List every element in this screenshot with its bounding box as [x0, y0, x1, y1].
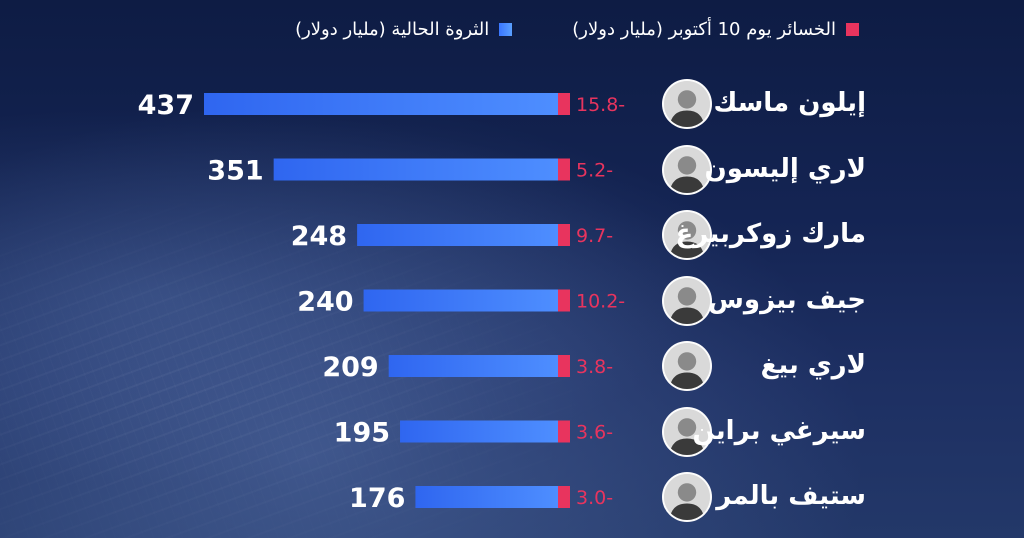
person-avatar-icon: [662, 472, 712, 522]
loss-bar: [558, 486, 570, 508]
wealth-bar: [357, 224, 558, 246]
person-name-label: مارك زوكربيرغ: [675, 219, 866, 249]
wealth-value-label: 437: [138, 90, 194, 121]
wealth-bar: [204, 93, 558, 115]
wealth-value-label: 209: [322, 352, 378, 383]
legend-swatch-loss: [846, 22, 859, 36]
loss-value-label: 3.6-: [576, 422, 613, 444]
legend-item-wealth: الثروة الحالية (مليار دولار): [295, 18, 513, 40]
loss-bar: [558, 224, 570, 246]
person-avatar-icon: [662, 341, 712, 391]
person-name-label: لاري إليسون: [704, 153, 866, 184]
legend-swatch-wealth: [499, 22, 513, 36]
wealth-bar: [388, 355, 558, 377]
loss-bar: [558, 158, 570, 181]
loss-value-label: 3.8-: [576, 356, 613, 378]
legend-label-loss: الخسائر يوم 10 أكتوبر (مليار دولار): [572, 18, 836, 40]
wealth-value-label: 176: [349, 483, 405, 514]
person-avatar-icon: [662, 144, 712, 195]
loss-bar: [558, 420, 570, 443]
wealth-value-label: 248: [291, 221, 347, 252]
person-name-label: إيلون ماسك: [713, 88, 866, 118]
wealth-bar: [415, 486, 558, 508]
person-avatar-icon: [662, 210, 712, 260]
person-name-label: سيرغي براين: [692, 415, 866, 446]
person-avatar-icon: [662, 79, 712, 129]
loss-value-label: 10.2-: [576, 291, 625, 313]
wealth-bar: [400, 420, 558, 443]
person-name-label: لاري بيغ: [760, 350, 866, 380]
legend: الخسائر يوم 10 أكتوبر (مليار دولار) الثر…: [295, 14, 859, 44]
legend-item-loss: الخسائر يوم 10 أكتوبر (مليار دولار): [572, 19, 859, 40]
legend-label-wealth: الثروة الحالية (مليار دولار): [295, 18, 490, 40]
wealth-bar: [273, 158, 558, 181]
loss-value-label: 3.0-: [576, 487, 613, 509]
person-name-label: جيف بيزوس: [708, 284, 866, 315]
loss-value-label: 15.8-: [576, 94, 625, 116]
wealth-value-label: 195: [334, 418, 390, 449]
wealth-value-label: 351: [207, 156, 263, 187]
person-avatar-icon: [662, 406, 712, 457]
person-avatar-icon: [662, 275, 712, 326]
loss-value-label: 9.7-: [576, 225, 613, 247]
loss-value-label: 5.2-: [576, 160, 613, 182]
loss-bar: [558, 355, 570, 377]
loss-bar: [558, 93, 570, 115]
person-name-label: ستيف بالمر: [716, 481, 866, 511]
loss-bar: [558, 289, 570, 312]
wealth-value-label: 240: [297, 287, 353, 318]
wealth-bar: [363, 289, 558, 312]
